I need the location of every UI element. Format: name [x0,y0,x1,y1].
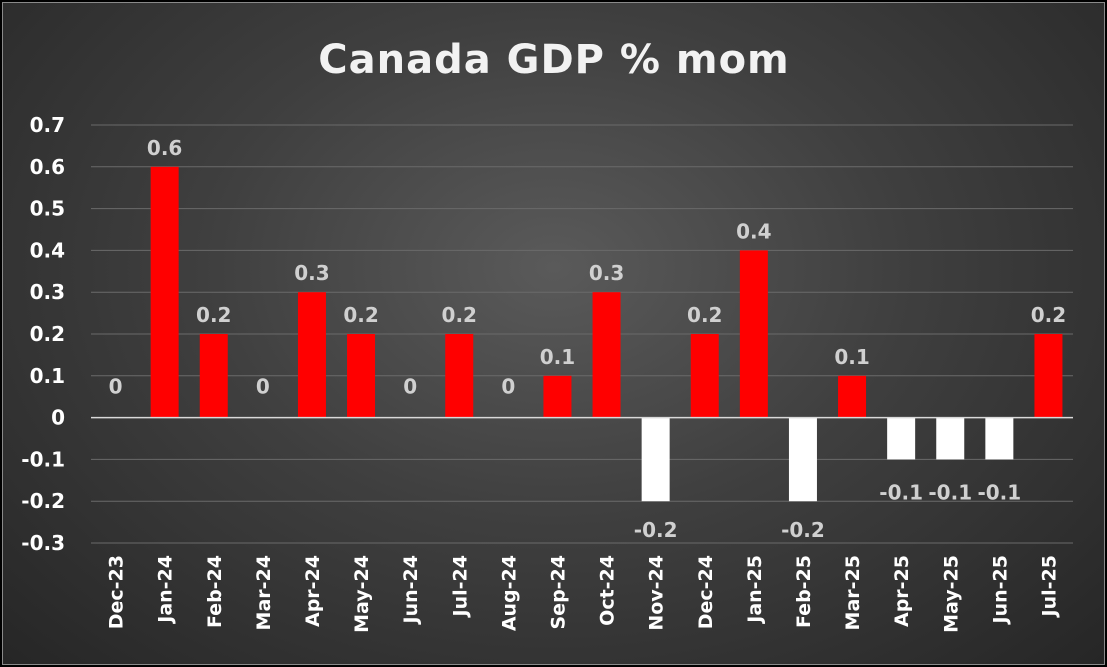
x-tick-label: Apr-24 [302,555,324,627]
y-tick-label: 0.5 [30,197,65,221]
bar-jun-25 [985,417,1014,460]
y-tick-label: 0.2 [30,322,65,346]
y-tick-label: 0.1 [30,364,65,388]
y-tick-label: -0.1 [21,447,65,471]
x-tick-label: Feb-25 [793,555,815,628]
chart-title: Canada GDP % mom [318,37,790,83]
bar-feb-25 [788,417,817,502]
y-tick-label: -0.2 [21,489,65,513]
y-tick-label: 0.4 [30,238,65,262]
x-tick-label: Oct-24 [597,555,619,626]
x-tick-label: Mar-24 [253,555,275,630]
bar-jan-25 [739,250,768,418]
x-tick-label: Apr-25 [891,555,913,627]
data-label: -0.1 [977,480,1021,504]
bar-jul-24 [445,334,474,418]
x-axis-ticks: Dec-23 Jan-24 Feb-24 Mar-24 Apr-24 May-24 Jun-… [106,555,1061,633]
bar-may-25 [936,417,965,460]
y-tick-label: 0.7 [30,113,65,137]
data-label: 0 [256,375,270,399]
data-label: -0.1 [928,480,972,504]
data-label: 0.2 [1031,303,1066,327]
data-label: 0 [109,375,123,399]
bar-may-24 [347,334,376,418]
data-label: -0.2 [781,518,825,542]
data-label: 0.3 [294,261,329,285]
x-tick-label: Sep-24 [547,555,569,630]
bar-apr-25 [887,417,916,460]
bar-dec-24 [690,334,719,418]
data-label: 0.3 [589,261,624,285]
bar-jul-25 [1034,334,1063,418]
bar-feb-24 [199,334,228,418]
data-label: 0.1 [834,345,869,369]
x-tick-label: May-24 [351,555,373,633]
bar-mar-25 [838,375,867,418]
x-tick-label: Jan-25 [744,555,766,625]
data-label: -0.1 [879,480,923,504]
x-tick-label: Jul-25 [1038,555,1060,618]
gridlines [91,124,1073,544]
y-tick-label: -0.3 [21,531,65,555]
data-label: 0 [403,375,417,399]
x-tick-label: May-25 [940,555,962,633]
bars [150,166,1063,502]
x-tick-label: Nov-24 [646,555,668,631]
x-tick-label: Jun-25 [989,555,1011,625]
x-tick-label: Jul-24 [449,555,471,618]
bar-sep-24 [543,375,572,418]
data-label: 0.6 [147,136,182,160]
x-tick-label: Dec-24 [695,555,717,629]
data-label: 0.2 [196,303,231,327]
x-tick-label: Aug-24 [498,555,520,631]
data-label: 0.2 [442,303,477,327]
data-label: -0.2 [634,518,678,542]
bar-apr-24 [297,292,326,418]
data-label: 0.2 [687,303,722,327]
bar-nov-24 [641,417,670,502]
data-label: 0.4 [736,219,771,243]
x-tick-label: Dec-23 [106,555,128,629]
x-tick-label: Mar-25 [842,555,864,630]
data-label: 0.2 [343,303,378,327]
bar-chart: Canada GDP % mom 0.7 0.6 0.5 0.4 0.3 0.2 0.1 0 -… [21,37,1073,633]
x-tick-label: Jun-24 [400,555,422,625]
data-label: 0 [501,375,515,399]
data-label: 0.1 [540,345,575,369]
x-tick-label: Jan-24 [155,555,177,625]
y-tick-label: 0 [51,406,65,430]
y-axis-ticks: 0.7 0.6 0.5 0.4 0.3 0.2 0.1 0 -0.1 -0.2 -0.3 [21,113,65,555]
y-tick-label: 0.3 [30,280,65,304]
x-tick-label: Feb-24 [204,555,226,628]
y-tick-label: 0.6 [30,155,65,179]
data-labels: 0 0.6 0.2 0 0.3 0.2 0 0.2 0 0.1 0.3 -0.2 0.2 0.4 -0.2 0… [109,136,1067,542]
bar-oct-24 [592,292,621,418]
bar-jan-24 [150,166,179,418]
